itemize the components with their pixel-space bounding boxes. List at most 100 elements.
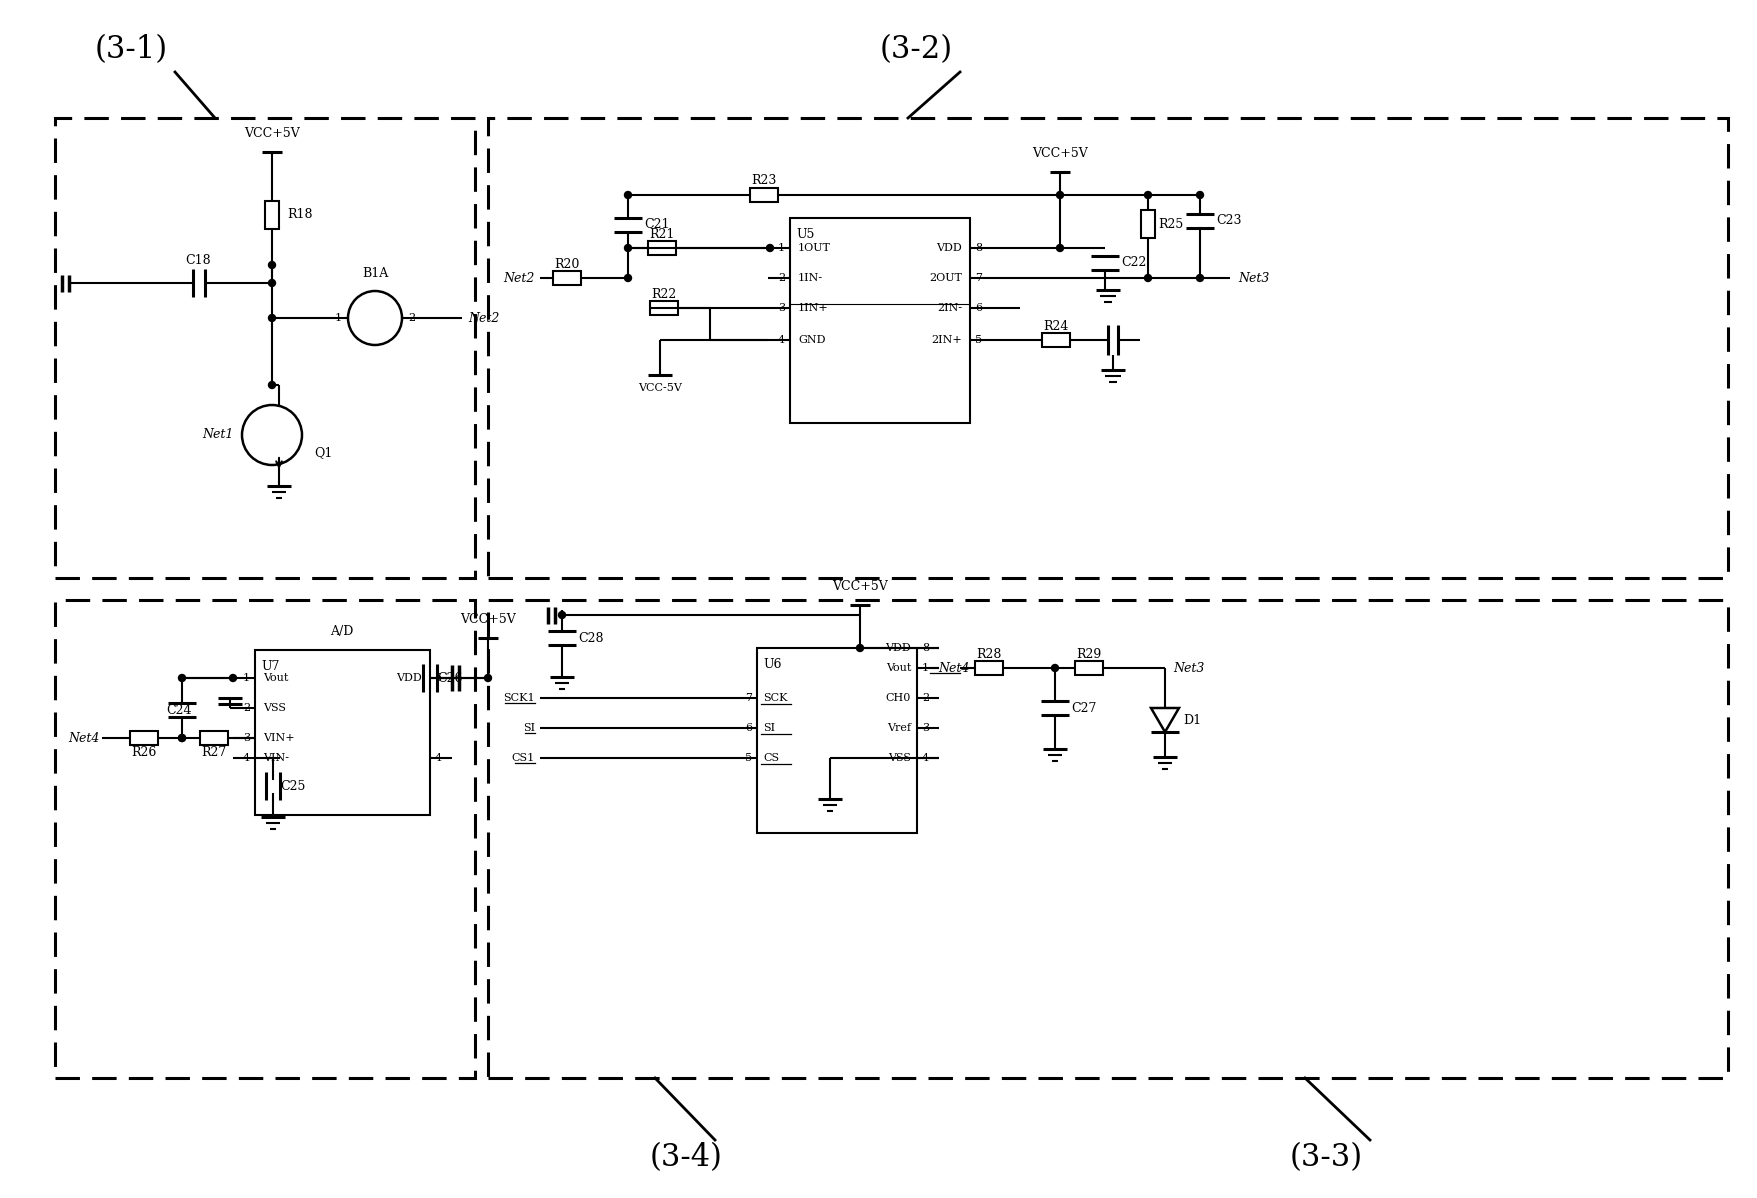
Text: 2OUT: 2OUT (929, 273, 963, 283)
Text: R28: R28 (977, 647, 1001, 660)
Text: C28: C28 (578, 631, 603, 645)
Circle shape (1144, 274, 1151, 282)
Text: VSS: VSS (887, 754, 910, 763)
Text: SCK1: SCK1 (503, 692, 534, 703)
Circle shape (624, 274, 631, 282)
Text: 3: 3 (242, 733, 249, 743)
Bar (255, 651, 430, 815)
Text: C21: C21 (645, 218, 669, 231)
Bar (648, 241, 676, 255)
Text: R27: R27 (202, 745, 227, 758)
Bar (488, 600, 1727, 1078)
Circle shape (624, 192, 631, 199)
Bar (791, 218, 970, 423)
Text: VDD: VDD (397, 673, 422, 683)
Text: C25: C25 (281, 780, 306, 793)
Text: 2IN-: 2IN- (936, 303, 963, 313)
Circle shape (1197, 274, 1204, 282)
Bar (1075, 661, 1103, 674)
Circle shape (269, 261, 276, 268)
Text: 4: 4 (242, 754, 249, 763)
Bar (1140, 210, 1154, 238)
Text: R23: R23 (752, 175, 777, 188)
Text: U6: U6 (763, 658, 782, 671)
Bar (553, 271, 582, 285)
Bar (488, 117, 1727, 577)
Bar (757, 648, 917, 833)
Text: R24: R24 (1044, 320, 1068, 333)
Text: 7: 7 (975, 273, 982, 283)
Text: VCC+5V: VCC+5V (244, 127, 300, 140)
Text: Vout: Vout (886, 662, 910, 673)
Text: VDD: VDD (936, 243, 963, 253)
Text: Net4: Net4 (938, 661, 970, 674)
Text: Vout: Vout (264, 673, 288, 683)
Circle shape (1056, 244, 1063, 252)
Text: C26: C26 (437, 672, 462, 684)
Text: Net1: Net1 (202, 429, 234, 442)
Text: 2: 2 (778, 273, 785, 283)
Text: 5: 5 (975, 335, 982, 345)
Bar (54, 117, 474, 577)
Circle shape (230, 674, 237, 682)
Text: 6: 6 (975, 303, 982, 313)
Text: CS1: CS1 (511, 754, 534, 763)
Text: R18: R18 (286, 208, 313, 222)
Text: 1: 1 (242, 673, 249, 683)
Text: 5: 5 (745, 754, 752, 763)
Text: SI: SI (524, 724, 534, 733)
Text: Net4: Net4 (69, 732, 100, 744)
Bar (750, 188, 778, 202)
Circle shape (1144, 192, 1151, 199)
Circle shape (856, 645, 863, 652)
Circle shape (242, 405, 302, 465)
Text: (3-4): (3-4) (650, 1143, 722, 1174)
Text: 4: 4 (922, 754, 929, 763)
Text: 3: 3 (922, 724, 929, 733)
Text: VIN-: VIN- (264, 754, 288, 763)
Text: R29: R29 (1077, 647, 1102, 660)
Text: R26: R26 (132, 745, 156, 758)
Text: 2: 2 (922, 692, 929, 703)
Text: U5: U5 (796, 228, 815, 241)
Text: Net2: Net2 (467, 311, 499, 325)
Circle shape (348, 291, 402, 345)
Circle shape (624, 244, 631, 252)
Circle shape (269, 279, 276, 286)
Text: VIN+: VIN+ (264, 733, 295, 743)
Text: R22: R22 (652, 288, 676, 301)
Text: 1IN+: 1IN+ (798, 303, 829, 313)
Text: 1: 1 (336, 313, 343, 323)
Text: U7: U7 (262, 660, 279, 673)
Text: 4: 4 (778, 335, 785, 345)
Circle shape (179, 734, 186, 742)
Text: Net2: Net2 (503, 272, 534, 284)
Circle shape (179, 674, 186, 682)
Text: VCC+5V: VCC+5V (833, 580, 887, 593)
Circle shape (559, 611, 566, 618)
Text: Vref: Vref (887, 724, 910, 733)
Text: Net3: Net3 (1239, 272, 1269, 284)
Text: 1OUT: 1OUT (798, 243, 831, 253)
Bar (54, 600, 474, 1078)
Bar (1042, 333, 1070, 347)
Text: 5: 5 (436, 673, 443, 683)
Text: C27: C27 (1072, 702, 1096, 714)
Text: VSS: VSS (264, 703, 286, 713)
Text: C24: C24 (165, 703, 192, 716)
Text: R20: R20 (553, 258, 580, 271)
Text: 1: 1 (922, 662, 929, 673)
Text: (3-2): (3-2) (880, 35, 952, 66)
Bar (130, 731, 158, 745)
Text: Q1: Q1 (315, 447, 332, 460)
Text: 1: 1 (778, 243, 785, 253)
Bar (650, 301, 678, 315)
Circle shape (179, 734, 186, 742)
Bar (265, 201, 279, 229)
Text: SI: SI (763, 724, 775, 733)
Text: 8: 8 (922, 643, 929, 653)
Text: 8: 8 (975, 243, 982, 253)
Bar (975, 661, 1003, 674)
Text: D1: D1 (1182, 714, 1202, 726)
Circle shape (1056, 192, 1063, 199)
